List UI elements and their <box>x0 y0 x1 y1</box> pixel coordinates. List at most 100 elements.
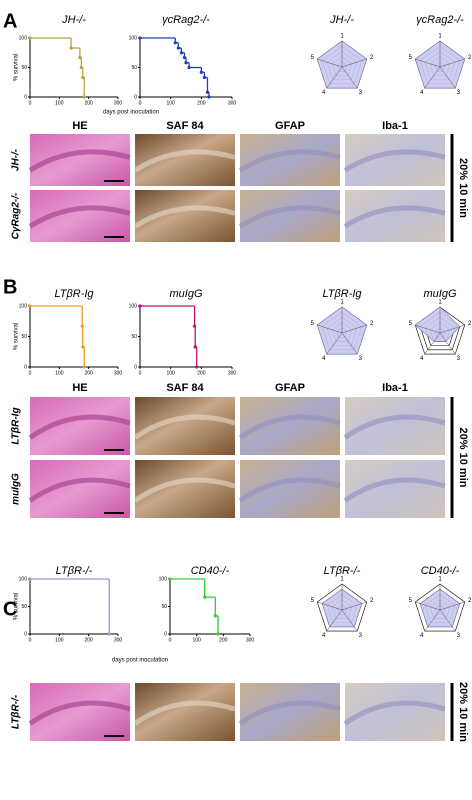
radar-spoke <box>439 324 465 334</box>
tissue-band <box>133 205 236 229</box>
x-tick-label: 100 <box>166 370 175 376</box>
radar-axis-label: 4 <box>322 90 326 96</box>
radar-axis-label: 5 <box>311 55 315 61</box>
radar-axis-label: 2 <box>370 55 374 61</box>
radar-spoke <box>439 58 465 68</box>
survival-point <box>216 632 220 636</box>
survival-point <box>187 65 191 70</box>
radar-title: JH-/- <box>329 14 354 26</box>
radar-area <box>414 306 461 342</box>
radar-spoke <box>439 332 456 355</box>
survival-point <box>192 324 197 328</box>
radar-axis-label: 5 <box>311 321 315 327</box>
radar-spoke <box>326 609 343 632</box>
radar-ring <box>316 583 368 632</box>
y-tick-label: 0 <box>134 94 137 100</box>
tissue-band <box>28 149 131 173</box>
radar-axis-label: 2 <box>468 321 472 327</box>
stain-header: Iba-1 <box>382 382 408 394</box>
tissue-band <box>28 700 131 726</box>
stain-header: HE <box>72 120 87 132</box>
y-tick-label: 50 <box>131 334 137 340</box>
y-tick-label: 100 <box>19 35 28 41</box>
chart-title: LTβR-Ig <box>54 288 94 300</box>
x-tick-label: 0 <box>29 370 32 376</box>
x-tick-label: 200 <box>84 100 93 106</box>
radar-spoke <box>415 324 441 334</box>
radar-axis-label: 5 <box>409 598 413 604</box>
radar-axis-label: 5 <box>409 321 413 327</box>
x-tick-label: 100 <box>166 100 175 106</box>
x-tick-label: 300 <box>114 100 123 106</box>
y-tick-label: 0 <box>164 631 167 637</box>
x-tick-label: 100 <box>55 637 64 643</box>
radar-axis-label: 3 <box>359 633 363 639</box>
tissue-band <box>133 700 236 726</box>
survival-point <box>207 95 211 99</box>
x-tick-label: 300 <box>114 370 123 376</box>
survival-point <box>28 36 32 40</box>
stain-header: SAF 84 <box>166 382 204 394</box>
survival-point <box>193 345 197 349</box>
x-tick-label: 300 <box>228 100 237 106</box>
survival-point <box>179 51 183 55</box>
survival-point <box>28 304 32 308</box>
tissue-band <box>238 205 341 229</box>
radar-spoke <box>341 332 358 355</box>
radar-axis-label: 3 <box>457 633 461 639</box>
radar-spoke <box>439 66 456 89</box>
survival-point <box>182 55 187 60</box>
radar-axis-label: 1 <box>438 33 442 39</box>
radar-axis-label: 3 <box>457 90 461 96</box>
row-label: LTβR-/- <box>11 694 22 729</box>
survival-point <box>107 632 111 636</box>
x-tick-label: 200 <box>197 100 206 106</box>
radar-axis-label: 5 <box>311 598 315 604</box>
radar-axis-label: 1 <box>438 576 442 582</box>
radar-axis-label: 1 <box>340 299 344 305</box>
stain-header: GFAP <box>275 120 305 132</box>
side-label: 20% 10 min <box>457 682 469 742</box>
y-tick-label: 100 <box>129 35 138 41</box>
x-tick-label: 0 <box>139 100 142 106</box>
survival-point <box>199 70 203 74</box>
x-tick-label: 0 <box>139 370 142 376</box>
row-label: LTβR-Ig <box>11 407 22 444</box>
stain-header: SAF 84 <box>166 120 204 132</box>
x-tick-label: 100 <box>55 100 64 106</box>
radar-ring <box>414 583 466 632</box>
radar-spoke <box>415 601 441 611</box>
y-tick-label: 0 <box>24 631 27 637</box>
x-tick-label: 300 <box>246 637 255 643</box>
tissue-band <box>343 414 446 440</box>
radar-spoke <box>341 66 358 89</box>
survival-point <box>81 75 85 80</box>
side-label: 20% 10 min <box>457 158 469 218</box>
x-tick-label: 0 <box>169 637 172 643</box>
side-label: 20% 10 min <box>457 428 469 488</box>
row-label: CγRag2-/- <box>11 192 22 239</box>
y-axis-label: % survival <box>14 54 20 81</box>
y-axis-label: % survival <box>14 593 20 620</box>
radar-axis-label: 2 <box>370 321 374 327</box>
radar-axis-label: 5 <box>409 55 413 61</box>
y-axis-label: % survival <box>14 323 20 350</box>
x-tick-label: 0 <box>29 100 32 106</box>
tissue-band <box>343 205 446 229</box>
radar-title: muIgG <box>423 288 456 300</box>
x-axis-label: days post inoculation <box>112 658 168 664</box>
survival-point <box>168 577 172 581</box>
radar-spoke <box>326 332 343 355</box>
radar-spoke <box>439 609 456 632</box>
radar-title: CD40-/- <box>421 565 460 577</box>
y-tick-label: 0 <box>24 94 27 100</box>
radar-spoke <box>415 58 441 68</box>
radar-spoke <box>424 66 441 89</box>
survival-point <box>195 365 199 369</box>
survival-point <box>78 55 82 60</box>
survival-point <box>213 614 217 618</box>
y-tick-label: 100 <box>19 576 28 582</box>
x-tick-label: 200 <box>219 637 228 643</box>
radar-axis-label: 4 <box>420 356 424 362</box>
y-tick-label: 50 <box>21 65 27 71</box>
